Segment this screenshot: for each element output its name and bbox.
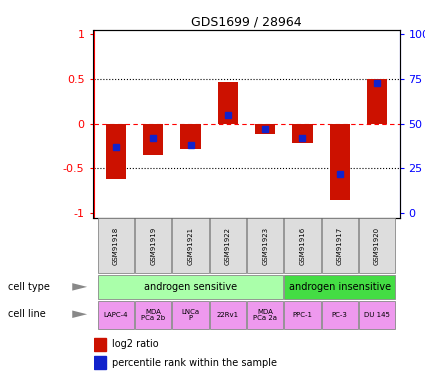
- Bar: [173, 218, 209, 273]
- Text: GSM91916: GSM91916: [300, 226, 306, 265]
- Bar: [284, 218, 320, 273]
- Text: DU 145: DU 145: [364, 312, 390, 318]
- Bar: [180, 124, 201, 149]
- Bar: [98, 218, 134, 273]
- Bar: [135, 218, 171, 273]
- Text: androgen sensitive: androgen sensitive: [144, 282, 237, 292]
- Text: GSM91918: GSM91918: [113, 226, 119, 265]
- Text: 22Rv1: 22Rv1: [217, 312, 239, 318]
- Title: GDS1699 / 28964: GDS1699 / 28964: [191, 16, 302, 29]
- Bar: [284, 275, 395, 298]
- Text: GSM91923: GSM91923: [262, 226, 268, 265]
- Text: GSM91921: GSM91921: [187, 226, 193, 265]
- Bar: [135, 301, 171, 329]
- Bar: [173, 301, 209, 329]
- Text: GSM91919: GSM91919: [150, 226, 156, 265]
- Bar: [98, 275, 283, 298]
- Bar: [255, 124, 275, 135]
- Bar: [210, 301, 246, 329]
- Text: cell type: cell type: [8, 282, 51, 292]
- Bar: [329, 124, 350, 200]
- Bar: [247, 218, 283, 273]
- Bar: [322, 301, 358, 329]
- Text: MDA
PCa 2a: MDA PCa 2a: [253, 309, 277, 321]
- Bar: [359, 218, 395, 273]
- Bar: [322, 218, 358, 273]
- Text: PPC-1: PPC-1: [292, 312, 312, 318]
- Bar: [292, 124, 313, 143]
- Bar: [210, 218, 246, 273]
- Bar: [143, 124, 164, 155]
- Text: LNCa
P: LNCa P: [181, 309, 200, 321]
- Bar: [94, 338, 106, 351]
- Text: LAPC-4: LAPC-4: [104, 312, 128, 318]
- Text: percentile rank within the sample: percentile rank within the sample: [112, 358, 277, 368]
- Text: MDA
PCa 2b: MDA PCa 2b: [141, 309, 165, 321]
- Bar: [247, 301, 283, 329]
- Text: PC-3: PC-3: [332, 312, 348, 318]
- Text: GSM91920: GSM91920: [374, 226, 380, 265]
- Bar: [106, 124, 126, 179]
- Bar: [284, 301, 320, 329]
- Text: cell line: cell line: [8, 309, 46, 319]
- Text: log2 ratio: log2 ratio: [112, 339, 159, 349]
- Bar: [98, 301, 134, 329]
- Bar: [359, 301, 395, 329]
- Text: GSM91922: GSM91922: [225, 226, 231, 265]
- Bar: [367, 79, 387, 124]
- Text: GSM91917: GSM91917: [337, 226, 343, 265]
- Bar: [94, 356, 106, 369]
- Bar: [218, 82, 238, 124]
- Text: androgen insensitive: androgen insensitive: [289, 282, 391, 292]
